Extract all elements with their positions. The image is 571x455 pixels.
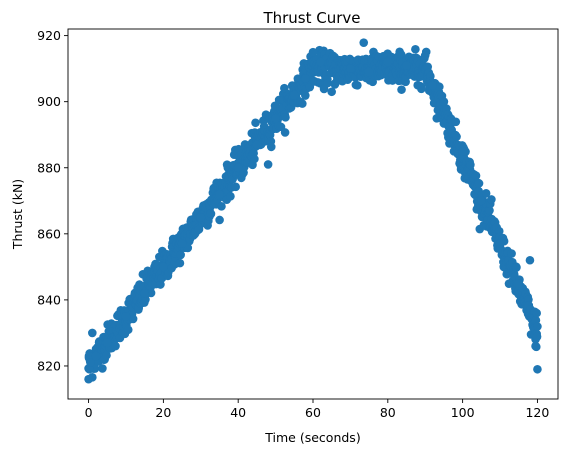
- scatter-point: [159, 262, 168, 272]
- scatter-point: [308, 47, 318, 57]
- scatter-point: [85, 364, 94, 374]
- scatter-point: [111, 341, 120, 351]
- scatter-point: [298, 99, 307, 108]
- scatter-point: [128, 314, 138, 324]
- scatter-point: [327, 87, 337, 97]
- scatter-point: [281, 113, 290, 122]
- scatter-point: [452, 132, 461, 141]
- scatter-point: [271, 113, 280, 123]
- scatter-point: [532, 332, 542, 341]
- scatter-point: [231, 182, 240, 192]
- scatter-point: [266, 142, 276, 152]
- scatter-point: [397, 85, 406, 94]
- x-tick-label: 80: [380, 405, 396, 420]
- scatter-point: [495, 239, 505, 249]
- scatter-point: [364, 67, 374, 77]
- y-axis-label: Thrust (kN): [10, 179, 25, 250]
- scatter-point: [525, 255, 535, 265]
- y-tick-label: 820: [37, 358, 61, 373]
- scatter-point: [177, 239, 187, 249]
- scatter-point: [121, 312, 131, 321]
- scatter-point: [413, 80, 423, 90]
- y-tick-label: 900: [37, 94, 61, 109]
- scatter-point: [280, 128, 290, 137]
- scatter-point: [250, 154, 259, 164]
- scatter-point: [140, 288, 149, 298]
- scatter-point: [252, 140, 262, 149]
- scatter-point: [402, 61, 411, 70]
- scatter-point: [474, 179, 484, 188]
- scatter-point: [323, 78, 333, 88]
- scatter-point: [481, 188, 491, 198]
- scatter-point: [512, 263, 521, 272]
- scatter-point: [141, 295, 150, 304]
- y-axis: 820 840 860 880 900 920: [37, 28, 68, 373]
- scatter-point: [215, 189, 224, 199]
- scatter-point: [451, 117, 461, 127]
- x-tick-label: 120: [525, 405, 549, 420]
- x-tick-label: 100: [451, 405, 475, 420]
- scatter-point: [477, 196, 486, 206]
- scatter-point: [507, 249, 516, 258]
- scatter-point: [439, 97, 449, 106]
- scatter-points: [84, 38, 542, 384]
- y-tick-label: 920: [37, 28, 61, 43]
- scatter-point: [290, 90, 299, 100]
- scatter-point: [217, 202, 226, 211]
- scatter-point: [411, 44, 420, 54]
- scatter-point: [86, 358, 95, 367]
- scatter-point: [533, 364, 542, 374]
- scatter-point: [359, 38, 369, 47]
- scatter-point: [123, 325, 133, 335]
- y-tick-label: 860: [37, 226, 61, 241]
- y-tick-label: 880: [37, 160, 61, 175]
- scatter-point: [532, 308, 541, 318]
- scatter-point: [102, 350, 111, 360]
- x-axis-label: Time (seconds): [264, 430, 360, 445]
- scatter-point: [420, 51, 430, 60]
- scatter-point: [206, 209, 216, 219]
- y-tick-label: 840: [37, 292, 61, 307]
- scatter-point: [84, 351, 94, 361]
- scatter-point: [353, 81, 362, 90]
- x-tick-label: 20: [155, 405, 171, 420]
- scatter-point: [84, 374, 93, 384]
- x-tick-label: 40: [230, 405, 246, 420]
- scatter-point: [176, 250, 185, 260]
- scatter-point: [215, 215, 224, 225]
- scatter-point: [305, 82, 315, 92]
- chart-title: Thrust Curve: [262, 9, 360, 27]
- scatter-point: [196, 213, 206, 222]
- scatter-point: [531, 341, 540, 351]
- scatter-point: [458, 146, 467, 156]
- scatter-point: [471, 171, 481, 181]
- scatter-point: [98, 364, 107, 373]
- scatter-point: [102, 338, 112, 348]
- scatter-point: [514, 279, 524, 288]
- scatter-point: [226, 191, 235, 201]
- scatter-point: [146, 288, 156, 298]
- scatter-point: [301, 74, 310, 83]
- scatter-point: [91, 351, 101, 361]
- x-tick-label: 0: [85, 405, 93, 420]
- scatter-point: [466, 160, 475, 170]
- scatter-point: [383, 57, 393, 67]
- scatter-point: [428, 80, 437, 90]
- scatter-point: [88, 328, 97, 338]
- scatter-point: [396, 50, 406, 59]
- x-tick-label: 60: [305, 405, 321, 420]
- scatter-point: [435, 82, 444, 92]
- scatter-point: [533, 322, 542, 331]
- scatter-point: [346, 64, 355, 73]
- x-axis: 0 20 40 60 80 100 120: [85, 399, 549, 420]
- scatter-point: [175, 258, 185, 268]
- scatter-point: [263, 160, 273, 169]
- scatter-point: [316, 57, 325, 67]
- scatter-point: [233, 163, 243, 173]
- scatter-point: [487, 195, 496, 204]
- scatter-point: [251, 118, 260, 128]
- scatter-point: [301, 91, 310, 100]
- scatter-point: [485, 206, 494, 215]
